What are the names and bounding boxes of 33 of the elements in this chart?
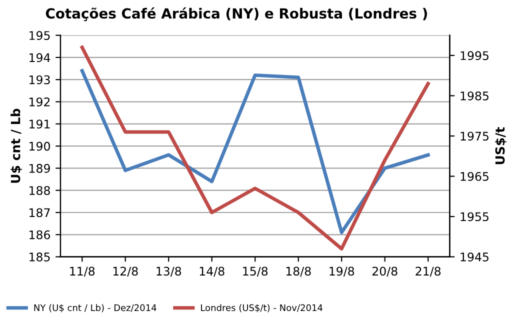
x-tick-label: 12/8 (113, 266, 138, 277)
y-tick-label: 192 (30, 97, 50, 106)
y-tick-label: 188 (30, 186, 50, 196)
y-tick-label: 187 (30, 208, 50, 218)
x-tick-label: 18/8 (286, 266, 311, 277)
y-tick-label: 186 (30, 230, 50, 240)
y2-tick-label: 1965 (460, 172, 488, 181)
x-tick-label: 14/8 (200, 266, 224, 277)
x-tick-label: 21/8 (416, 266, 441, 277)
y-tick-label: 195 (30, 31, 50, 40)
y-axis-title: U$ cnt / Lb (10, 108, 22, 183)
y2-tick-label: 1995 (460, 51, 488, 60)
chart-title: Cotações Café Arábica (NY) e Robusta (Londres ) (46, 7, 427, 22)
x-tick-label: 19/8 (330, 266, 354, 277)
y-tick-label: 191 (30, 120, 50, 129)
y-tick-label: 189 (30, 164, 50, 173)
y2-tick-label: 1945 (460, 252, 488, 262)
legend-label: NY (U$ cnt / Lb) - Dez/2014 (34, 304, 156, 312)
y-tick-label: 194 (30, 53, 50, 62)
y2-tick-label: 1975 (460, 132, 488, 141)
legend-label: Londres (US$/t) - Nov/2014 (201, 304, 322, 312)
x-tick-label: 11/8 (70, 266, 95, 277)
line-series (80, 46, 430, 250)
y-tick-label: 193 (30, 75, 50, 84)
y2-axis-title: US$/t (495, 127, 506, 164)
x-tick-label: 20/8 (372, 266, 398, 277)
y2-tick-label: 1985 (460, 91, 488, 100)
line-series (80, 69, 430, 234)
x-tick-label: 13/8 (156, 266, 182, 277)
y-tick-label: 185 (30, 252, 50, 262)
x-tick-label: 15/8 (243, 266, 268, 277)
y-tick-label: 190 (30, 142, 50, 151)
y2-tick-label: 1955 (460, 212, 488, 222)
